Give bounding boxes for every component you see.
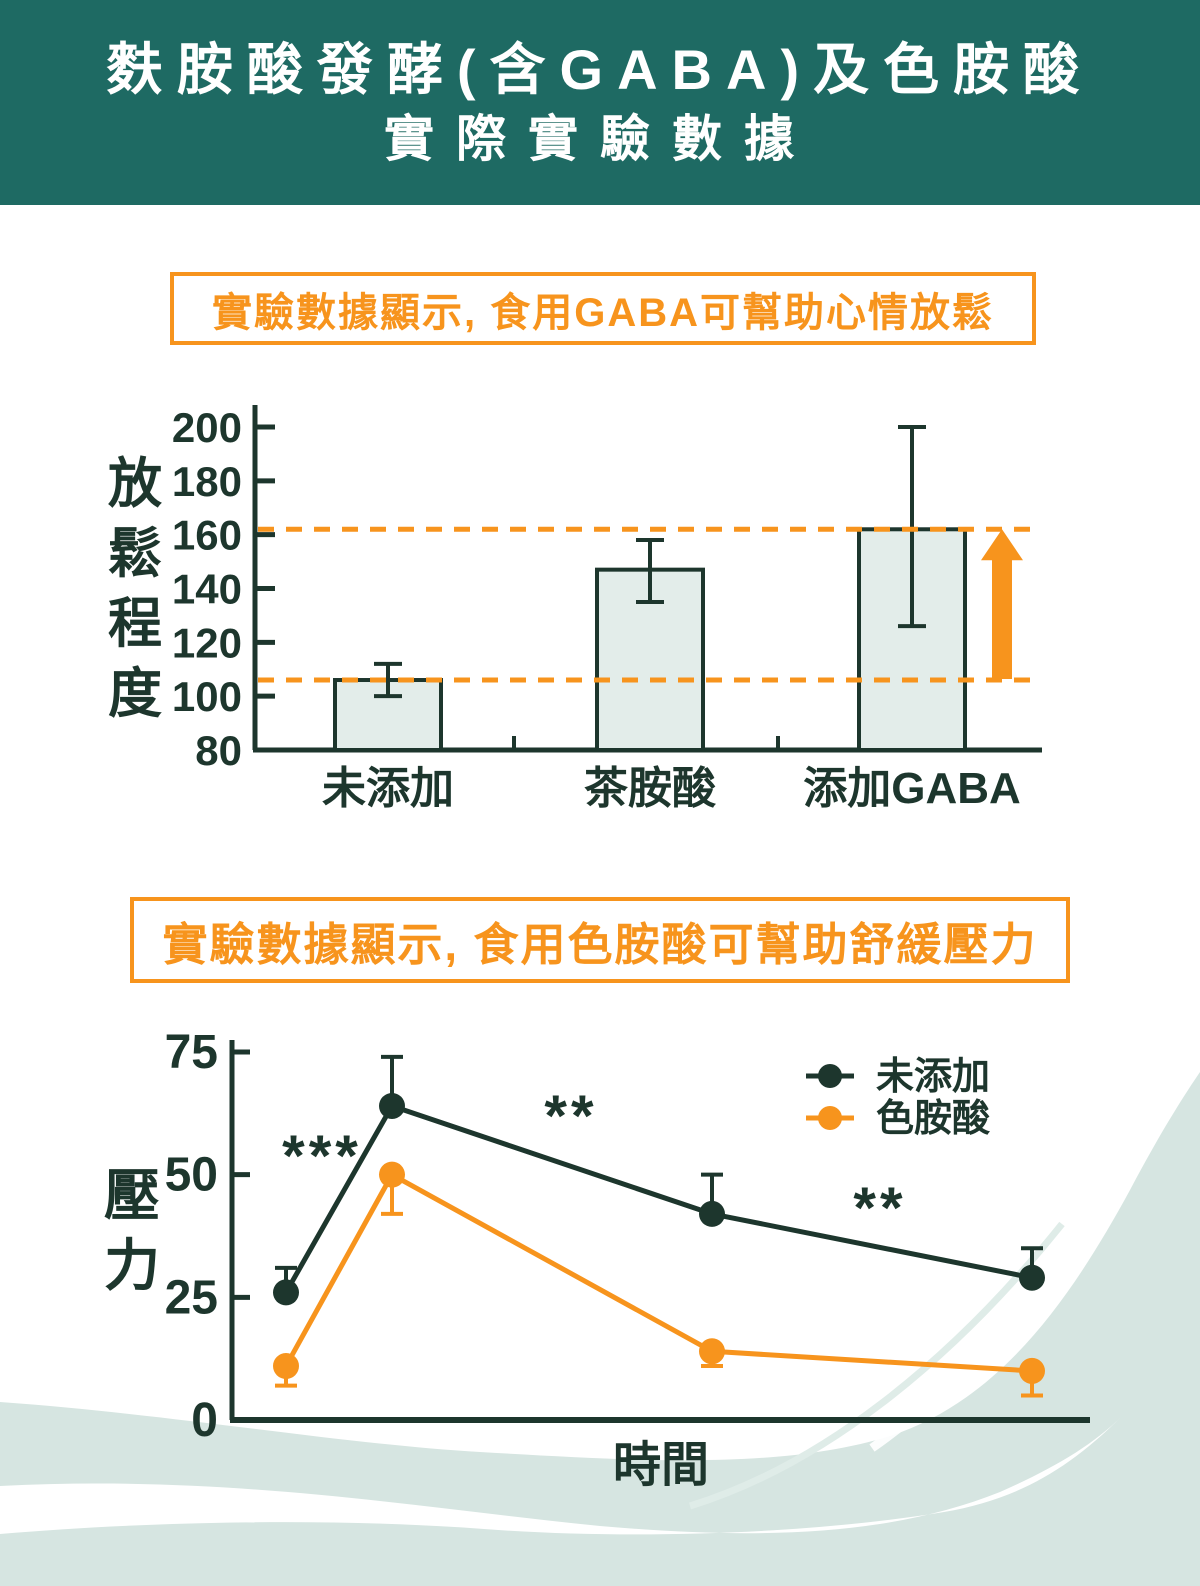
legend-label-1: 未添加 bbox=[876, 1056, 990, 1098]
wave-thin-arc bbox=[688, 1221, 1065, 1510]
line-y-tick-label: 75 bbox=[165, 1026, 218, 1079]
series-line-1 bbox=[283, 1103, 1033, 1294]
significance-marker: ** bbox=[544, 1084, 597, 1149]
legend-label-2: 色胺酸 bbox=[876, 1098, 991, 1140]
wave-shape-main bbox=[0, 1072, 1200, 1586]
bar-y-tick-label: 120 bbox=[172, 619, 242, 666]
data-point-s1 bbox=[699, 1200, 725, 1227]
bar-y-axis-title-char: 度 bbox=[108, 664, 162, 724]
bar-y-axis-title-char: 放 bbox=[108, 454, 162, 514]
increase-arrow bbox=[981, 529, 1023, 680]
bar-y-tick-label: 160 bbox=[172, 512, 242, 559]
data-point-s1 bbox=[379, 1092, 405, 1119]
line-y-tick-label: 25 bbox=[165, 1271, 218, 1324]
legend-marker-dot bbox=[818, 1106, 842, 1130]
bar-category-label: 茶胺酸 bbox=[584, 764, 717, 813]
data-point-s1 bbox=[273, 1279, 299, 1306]
data-point-s2 bbox=[699, 1338, 725, 1365]
page-title-line-2: 實際實驗數據 bbox=[384, 111, 816, 168]
background-waves bbox=[0, 1072, 1200, 1586]
legend-marker-dot bbox=[818, 1064, 842, 1088]
tryptophan-finding-text: 實驗數據顯示, 食用色胺酸可幫助舒緩壓力 bbox=[162, 918, 1038, 970]
bar-y-tick-label: 80 bbox=[195, 727, 242, 774]
bar-y-tick-label: 140 bbox=[172, 566, 242, 613]
data-point-s2 bbox=[1019, 1357, 1045, 1384]
line-y-tick-label: 0 bbox=[191, 1394, 218, 1447]
wave-shape-white-band bbox=[0, 1416, 1122, 1535]
bar-3 bbox=[857, 527, 967, 752]
line-x-axis-title: 時間 bbox=[613, 1439, 709, 1492]
bar-y-axis-title-char: 鬆 bbox=[108, 524, 162, 584]
bar-category-label: 未添加 bbox=[322, 764, 454, 813]
line-y-axis-title-char: 壓 bbox=[104, 1164, 160, 1227]
series-line-2 bbox=[283, 1172, 1033, 1374]
page-title-line-1: 麩胺酸發酵(含GABA)及色胺酸 bbox=[106, 37, 1094, 101]
wave-white-sliver bbox=[869, 1209, 1092, 1452]
bar-1 bbox=[333, 678, 443, 752]
data-point-s1 bbox=[1019, 1264, 1045, 1291]
bar-y-tick-label: 200 bbox=[172, 404, 242, 451]
bar-y-axis-title-char: 程 bbox=[108, 594, 162, 654]
significance-marker: ** bbox=[853, 1176, 906, 1241]
data-point-s2 bbox=[273, 1353, 299, 1380]
data-point-s2 bbox=[379, 1161, 405, 1188]
line-y-tick-label: 50 bbox=[165, 1149, 218, 1202]
line-y-axis-title-char: 力 bbox=[104, 1234, 160, 1297]
gaba-finding-callout: 實驗數據顯示, 食用GABA可幫助心情放鬆 bbox=[170, 272, 1036, 345]
bar-category-label: 添加GABA bbox=[803, 764, 1021, 813]
page-header: 麩胺酸發酵(含GABA)及色胺酸 實際實驗數據 bbox=[0, 0, 1200, 205]
significance-marker: *** bbox=[282, 1124, 362, 1189]
bar-y-tick-label: 100 bbox=[172, 673, 242, 720]
gaba-finding-text: 實驗數據顯示, 食用GABA可幫助心情放鬆 bbox=[212, 290, 994, 335]
tryptophan-finding-callout: 實驗數據顯示, 食用色胺酸可幫助舒緩壓力 bbox=[130, 897, 1070, 983]
bar-y-tick-label: 180 bbox=[172, 458, 242, 505]
